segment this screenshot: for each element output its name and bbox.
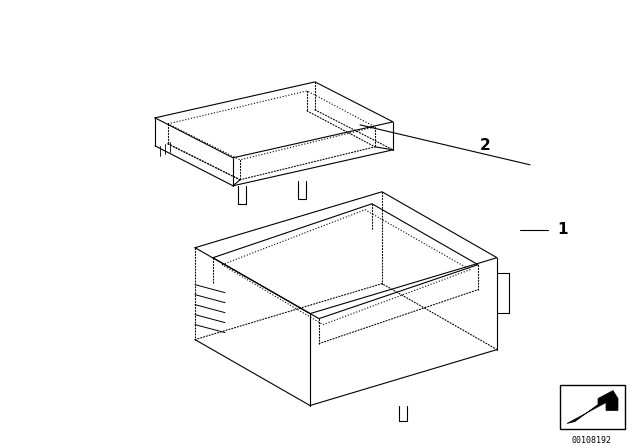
- Bar: [560, 384, 625, 430]
- Text: 2: 2: [480, 138, 491, 153]
- Polygon shape: [567, 391, 618, 423]
- Text: 1: 1: [557, 222, 568, 237]
- Text: 00108192: 00108192: [572, 436, 612, 445]
